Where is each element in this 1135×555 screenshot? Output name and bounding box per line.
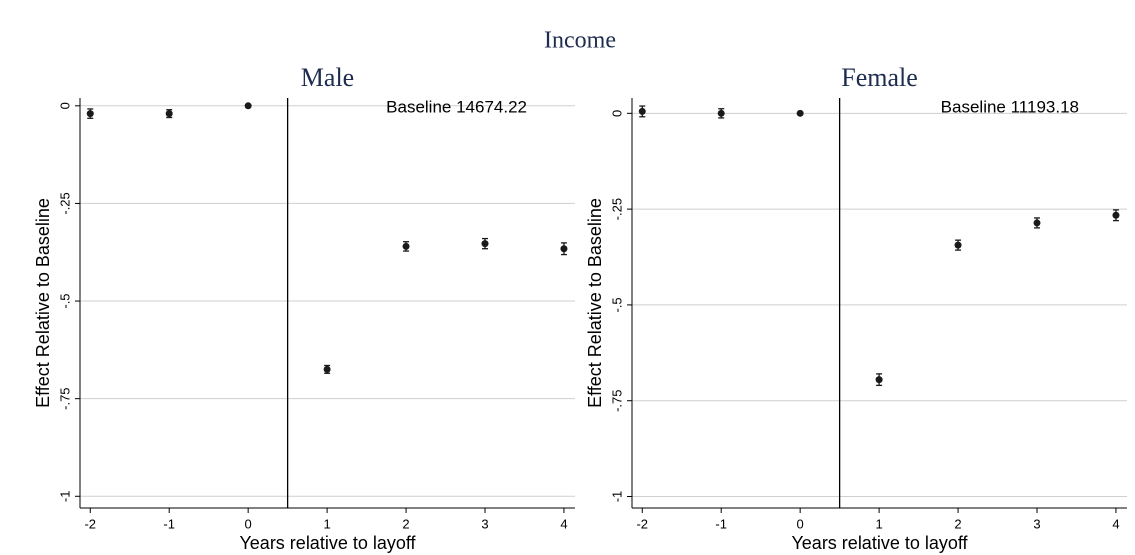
- point: [638, 107, 646, 115]
- annotation: Baseline 11193.18: [941, 97, 1079, 116]
- y-tick-label: -1: [609, 491, 624, 503]
- x-tick-label: 0: [797, 516, 804, 531]
- chart-title: Female: [841, 63, 918, 92]
- y-axis-label: Effect Relative to Baseline: [33, 198, 53, 408]
- point: [875, 376, 883, 384]
- y-tick-label: -.25: [609, 198, 624, 220]
- x-tick-label: -2: [636, 516, 648, 531]
- y-tick-label: -.75: [57, 387, 72, 409]
- y-tick-label: -1: [57, 491, 72, 503]
- x-axis-label: Years relative to layoff: [239, 533, 416, 553]
- point: [86, 110, 94, 118]
- y-tick-label: -.75: [609, 390, 624, 412]
- point: [323, 365, 331, 373]
- point: [481, 240, 489, 248]
- x-tick-label: -2: [84, 516, 96, 531]
- x-tick-label: 2: [402, 516, 409, 531]
- x-tick-label: 0: [245, 516, 252, 531]
- x-tick-label: 3: [481, 516, 488, 531]
- x-tick-label: -1: [715, 516, 727, 531]
- point: [954, 241, 962, 249]
- x-tick-label: 2: [954, 516, 961, 531]
- y-tick-label: -.5: [609, 297, 624, 312]
- x-tick-label: 3: [1033, 516, 1040, 531]
- chart-title: Male: [301, 63, 354, 92]
- point: [402, 242, 410, 250]
- y-axis-label: Effect Relative to Baseline: [585, 198, 605, 408]
- annotation: Baseline 14674.22: [386, 97, 527, 116]
- figure-title: Income: [544, 28, 616, 54]
- point: [796, 109, 804, 117]
- y-tick-label: 0: [57, 102, 72, 109]
- x-tick-label: 1: [875, 516, 882, 531]
- point: [244, 102, 252, 110]
- y-tick-label: 0: [609, 110, 624, 117]
- y-tick-label: -.5: [57, 293, 72, 308]
- x-axis-label: Years relative to layoff: [791, 533, 968, 553]
- x-tick-label: -1: [163, 516, 175, 531]
- point: [717, 109, 725, 117]
- point: [1112, 211, 1120, 219]
- point: [560, 245, 568, 253]
- y-tick-label: -.25: [57, 192, 72, 214]
- point: [165, 110, 173, 118]
- x-tick-label: 4: [1112, 516, 1119, 531]
- point: [1033, 219, 1041, 227]
- x-tick-label: 1: [323, 516, 330, 531]
- x-tick-label: 4: [560, 516, 567, 531]
